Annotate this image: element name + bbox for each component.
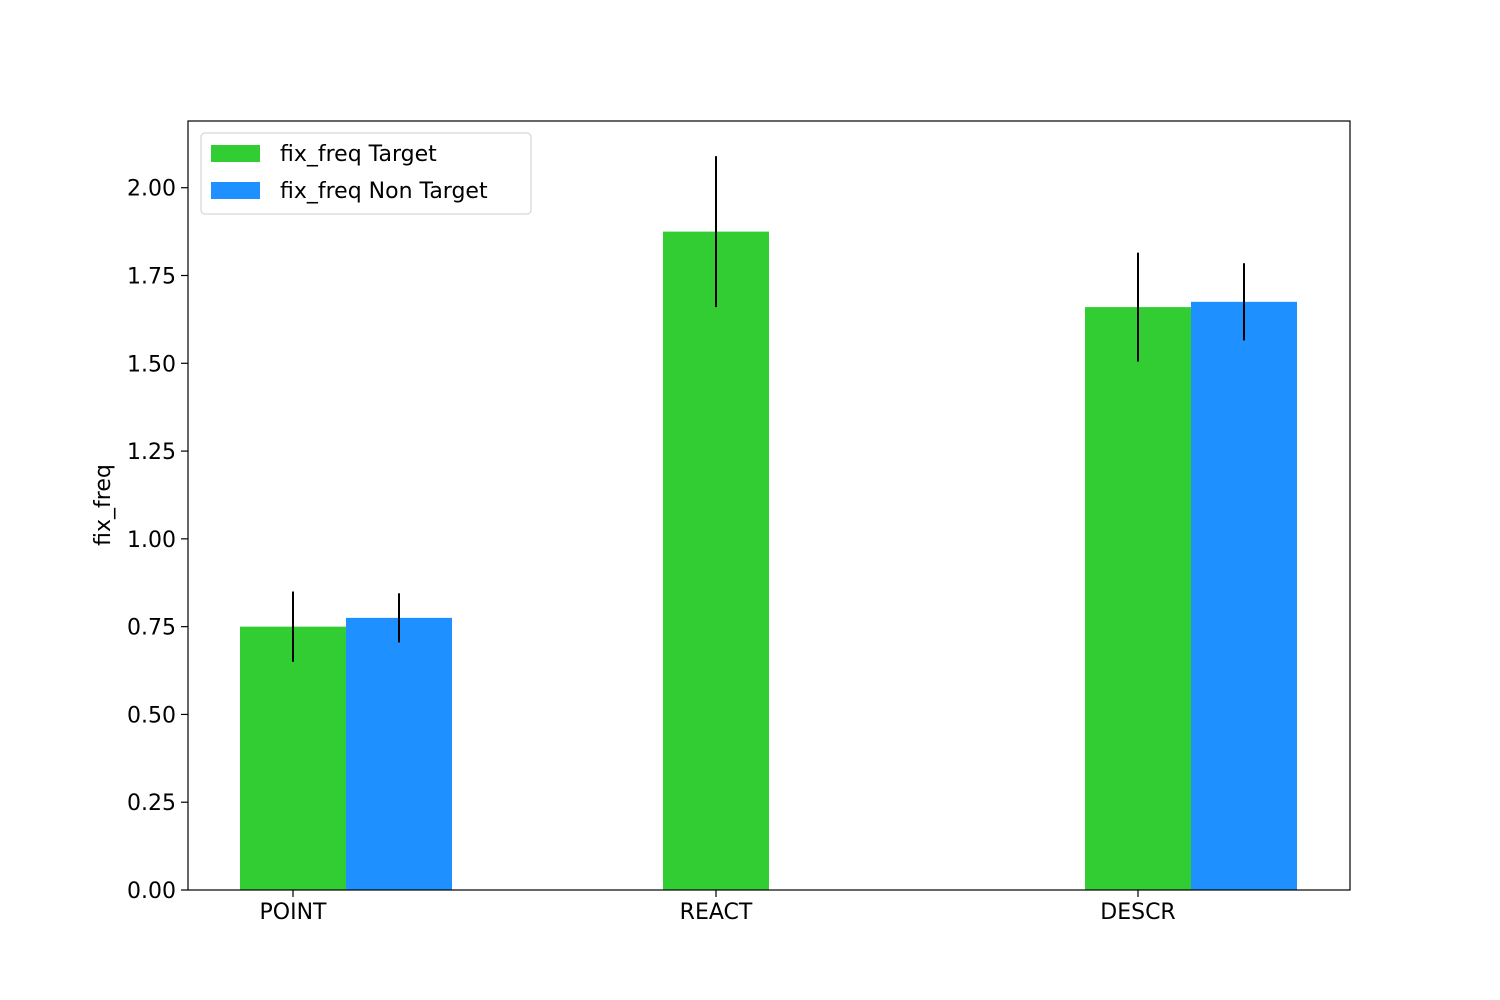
x-tick-label-react: REACT xyxy=(680,900,753,925)
y-tick-label: 2.00 xyxy=(127,177,176,202)
legend-box xyxy=(200,132,532,215)
y-tick-label: 1.75 xyxy=(127,265,176,290)
bar-point-series-2 xyxy=(346,617,452,890)
x-tick-label-point: POINT xyxy=(260,900,328,925)
y-tick-label: 1.50 xyxy=(127,352,176,377)
x-tick-label-descr: DESCR xyxy=(1100,900,1175,925)
y-axis: 0.00 0.25 0.50 0.75 1.00 1.25 1.50 1.75 2.00 xyxy=(127,177,188,904)
bar-react-series-1 xyxy=(663,231,769,890)
y-tick-label: 1.00 xyxy=(127,528,176,553)
bars-group xyxy=(240,231,1297,891)
y-tick-label: 1.25 xyxy=(127,440,176,465)
y-tick-label: 0.00 xyxy=(127,879,176,904)
legend-label-series-1: fix_freq Target xyxy=(280,142,437,167)
y-axis-label: fix_freq xyxy=(91,464,116,546)
legend: fix_freq Target fix_freq Non Target xyxy=(200,132,532,215)
y-tick-label: 0.50 xyxy=(127,703,176,728)
y-tick-label: 0.25 xyxy=(127,791,176,816)
bar-point-series-1 xyxy=(240,626,346,890)
plot-frame xyxy=(187,120,1351,891)
legend-swatch-series-1 xyxy=(211,145,260,162)
error-bars-group xyxy=(292,156,1245,662)
legend-swatch-series-2 xyxy=(211,182,260,199)
bar-descr-series-2 xyxy=(1191,301,1297,890)
y-tick-label: 0.75 xyxy=(127,616,176,641)
x-axis: POINT REACT DESCR xyxy=(260,890,1176,925)
bar-descr-series-1 xyxy=(1085,307,1191,891)
legend-label-series-2: fix_freq Non Target xyxy=(280,179,488,204)
